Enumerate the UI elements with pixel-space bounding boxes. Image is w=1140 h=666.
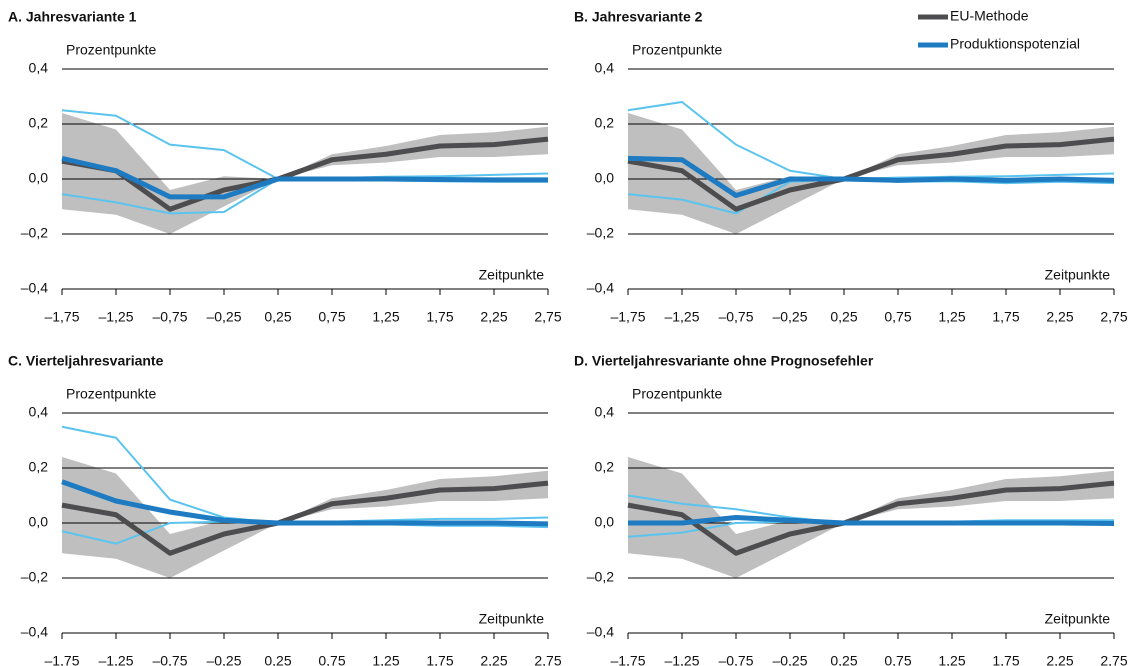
x-tick-label: 1,75 (992, 653, 1019, 666)
x-axis-title: Zeitpunkte (1045, 267, 1111, 283)
y-tick-label: 0,4 (29, 404, 49, 420)
x-tick-label: –1,75 (610, 653, 645, 666)
series-line (61, 480, 549, 556)
y-tick-label: 0,4 (595, 404, 615, 420)
series-line (627, 480, 1115, 556)
chart-title: A. Jahresvariante 1 (8, 9, 137, 25)
x-tick-label: –0,75 (718, 653, 753, 666)
x-axis-title: Zeitpunkte (479, 267, 545, 283)
y-tick-label: –0,2 (21, 569, 48, 585)
chart-title: B. Jahresvariante 2 (574, 9, 703, 25)
x-tick-label: –0,25 (206, 653, 241, 666)
x-tick-label: 2,25 (480, 309, 507, 325)
y-axis-title: Prozentpunkte (632, 42, 722, 58)
y-tick-label: –0,2 (587, 569, 614, 585)
series-line (628, 515, 1115, 527)
x-tick-label: –0,75 (152, 309, 187, 325)
y-axis-title: Prozentpunkte (66, 386, 156, 402)
band-area (62, 113, 548, 234)
y-tick-label: 0,4 (29, 60, 49, 76)
chart-title: C. Vierteljahresvariante (8, 353, 164, 369)
series-line (61, 136, 549, 212)
x-tick-label: 1,75 (426, 309, 453, 325)
y-tick-label: –0,4 (587, 280, 614, 296)
y-axis-title: Prozentpunkte (66, 42, 156, 58)
chart-title: D. Vierteljahresvariante ohne Prognosefe… (574, 353, 874, 369)
x-tick-label: –1,25 (98, 653, 133, 666)
x-tick-label: 2,75 (534, 653, 561, 666)
x-tick-label: 0,75 (884, 653, 911, 666)
x-tick-label: –1,75 (44, 309, 79, 325)
x-tick-label: –1,75 (610, 309, 645, 325)
x-tick-label: 2,75 (1100, 309, 1127, 325)
x-tick-label: –0,75 (152, 653, 187, 666)
x-tick-label: 2,25 (480, 653, 507, 666)
x-tick-label: 0,25 (264, 309, 291, 325)
x-tick-label: 0,75 (884, 309, 911, 325)
y-tick-label: 0,0 (595, 170, 615, 186)
y-tick-label: 0,2 (29, 459, 49, 475)
x-tick-label: 0,75 (318, 309, 345, 325)
y-tick-label: 0,0 (29, 170, 49, 186)
series-line (627, 136, 1115, 212)
y-tick-label: –0,4 (587, 624, 614, 640)
x-tick-label: 1,25 (938, 309, 965, 325)
x-tick-label: 1,25 (938, 653, 965, 666)
x-tick-label: 2,25 (1046, 309, 1073, 325)
x-tick-label: –0,25 (772, 653, 807, 666)
x-tick-label: –1,75 (44, 653, 79, 666)
x-axis-title: Zeitpunkte (479, 611, 545, 627)
legend-label: EU-Methode (950, 8, 1029, 24)
y-tick-label: 0,2 (595, 459, 615, 475)
y-tick-label: 0,4 (595, 60, 615, 76)
x-axis-title: Zeitpunkte (1045, 611, 1111, 627)
x-tick-label: 0,75 (318, 653, 345, 666)
x-tick-label: –0,25 (772, 309, 807, 325)
x-tick-label: 2,25 (1046, 653, 1073, 666)
y-tick-label: –0,4 (21, 624, 48, 640)
x-tick-label: 1,75 (426, 653, 453, 666)
x-tick-label: 1,25 (372, 653, 399, 666)
x-tick-label: 0,25 (264, 653, 291, 666)
x-tick-label: 0,25 (830, 309, 857, 325)
band-area (628, 457, 1114, 578)
series-line (61, 155, 548, 200)
x-tick-label: –0,25 (206, 309, 241, 325)
x-tick-label: 2,75 (534, 309, 561, 325)
y-tick-label: 0,2 (595, 115, 615, 131)
legend-label: Produktionspotenzial (950, 36, 1080, 52)
x-tick-label: –1,25 (664, 653, 699, 666)
series-line (627, 155, 1115, 198)
x-tick-label: 1,25 (372, 309, 399, 325)
series-line (61, 479, 549, 527)
x-tick-label: –1,25 (98, 309, 133, 325)
x-tick-label: –0,75 (718, 309, 753, 325)
band-area (62, 457, 548, 578)
y-tick-label: –0,4 (21, 280, 48, 296)
y-tick-label: –0,2 (21, 225, 48, 241)
y-axis-title: Prozentpunkte (632, 386, 722, 402)
y-tick-label: 0,0 (595, 514, 615, 530)
x-tick-label: 1,75 (992, 309, 1019, 325)
x-tick-label: 0,25 (830, 653, 857, 666)
x-tick-label: 2,75 (1100, 653, 1127, 666)
y-tick-label: 0,0 (29, 514, 49, 530)
y-tick-label: –0,2 (587, 225, 614, 241)
y-tick-label: 0,2 (29, 115, 49, 131)
x-tick-label: –1,25 (664, 309, 699, 325)
